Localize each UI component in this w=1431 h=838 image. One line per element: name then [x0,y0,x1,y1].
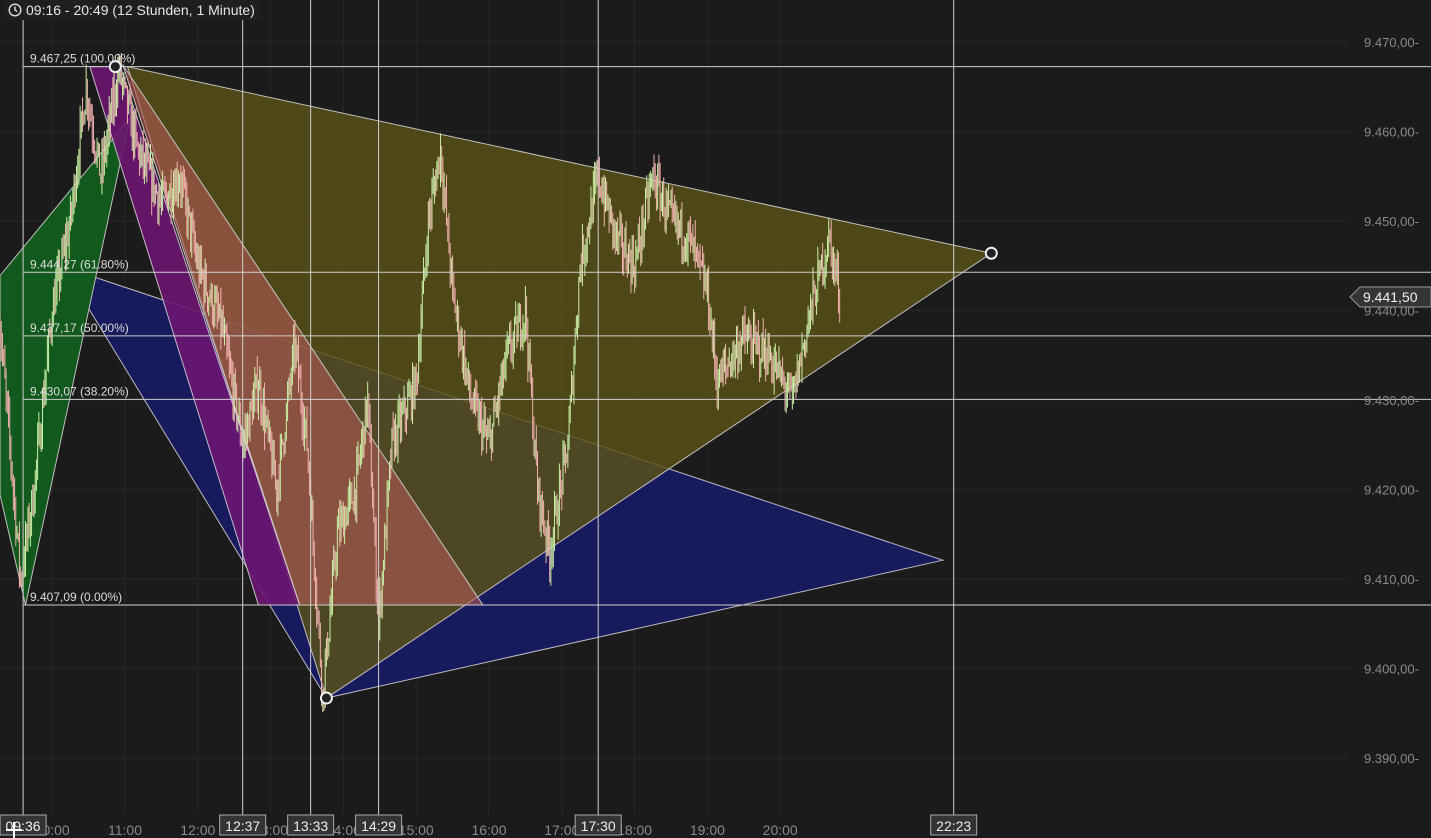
y-tick-label: 9.430,00- [1364,393,1419,408]
time-marker-label: 09:36 [6,818,41,834]
x-tick-label: 17:00 [544,822,579,838]
time-range-title: 09:16 - 20:49 (12 Stunden, 1 Minute) [26,2,255,18]
clock-icon [8,3,22,17]
fib-level-label: 9.444,27 (61.80%) [30,257,129,271]
current-price-label: 9.441,50 [1363,289,1418,305]
y-axis: 9.470,00-9.460,00-9.450,00-9.440,00-9.43… [1364,35,1419,766]
time-marker-label: 22:23 [936,818,971,834]
y-tick-label: 9.470,00- [1364,35,1419,50]
time-marker-box [930,814,978,836]
x-tick-label: 15:00 [399,822,434,838]
drawing-handle[interactable] [108,60,122,74]
time-marker-label: 12:37 [225,818,260,834]
x-tick-label: 12:00 [180,822,215,838]
x-tick-label: 14:00 [326,822,361,838]
x-tick-label: 18:00 [617,822,652,838]
drawing-handles[interactable] [108,60,998,705]
fib-level-label: 9.437,17 (50.00%) [30,321,129,335]
y-tick-label: 9.400,00- [1364,662,1419,677]
y-tick-label: 9.410,00- [1364,572,1419,587]
fib-level-label: 9.467,25 (100.00%) [30,52,135,66]
fib-level-label: 9.430,07 (38.20%) [30,384,129,398]
time-marker-box [355,814,403,836]
x-tick-label: 20:00 [763,822,798,838]
x-tick-label: 16:00 [471,822,506,838]
major-grid: 9.467,25 (100.00%) 9.444,27 (61.80%) 9.437… [22,0,1431,815]
current-price-tag: 9.441,50 [1349,286,1431,308]
fib-level-label: 9.407,09 (0.00%) [30,590,122,604]
cursor-crosshair-icon [6,822,22,838]
drawing-handle[interactable] [984,246,998,260]
candles-layer [0,53,841,713]
x-axis: 10:00 11:00 12:00 13:00 14:00 15:00 16:00 17:00… [0,814,978,838]
drawings-layer[interactable] [0,64,993,699]
drawing-handle[interactable] [319,691,333,705]
x-tick-label: 11:00 [108,822,142,838]
y-tick-label: 9.390,00- [1364,751,1419,766]
time-marker-box [574,814,622,836]
time-range-header: 09:16 - 20:49 (12 Stunden, 1 Minute) [4,0,261,20]
y-tick-label: 9.450,00- [1364,214,1419,229]
time-marker-box [287,814,335,836]
y-tick-label: 9.420,00- [1364,483,1419,498]
time-marker-label: 13:33 [293,818,328,834]
time-marker-box [219,814,267,836]
x-tick-label: 19:00 [690,822,725,838]
y-tick-label: 9.460,00- [1364,125,1419,140]
time-marker-label: 14:29 [361,818,396,834]
time-marker-label: 17:30 [581,818,616,834]
